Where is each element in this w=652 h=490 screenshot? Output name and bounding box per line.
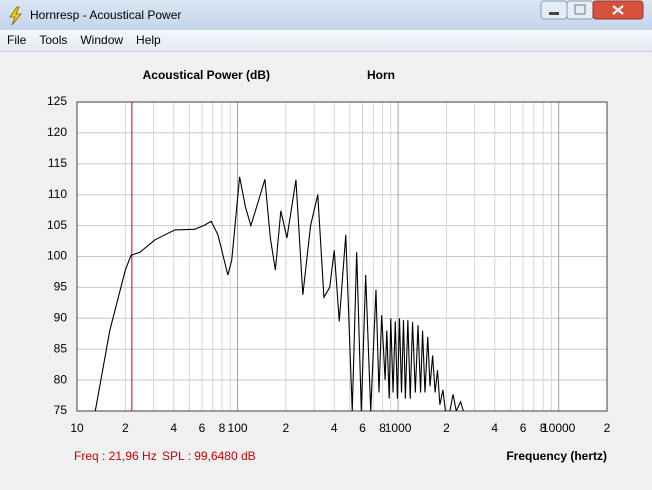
window-title: Hornresp - Acoustical Power	[30, 8, 182, 22]
x-tick-label: 2	[443, 421, 450, 435]
x-tick-label: 100	[228, 421, 248, 435]
menu-item[interactable]: Window	[80, 33, 124, 47]
x-tick-label: 8	[219, 421, 226, 435]
x-tick-label: 6	[520, 421, 527, 435]
y-tick-label: 105	[47, 218, 67, 232]
y-tick-label: 80	[54, 372, 68, 386]
maximize-button[interactable]	[566, 0, 594, 20]
x-tick-label: 10	[70, 421, 84, 435]
chart-subtitle: Horn	[367, 68, 395, 82]
x-tick-label: 2	[604, 421, 611, 435]
menu-item[interactable]: File	[7, 33, 27, 47]
menu-item[interactable]: Help	[136, 33, 161, 47]
status-freq: Freq : 21,96 Hz	[74, 449, 157, 463]
x-tick-label: 4	[491, 421, 498, 435]
y-tick-label: 90	[54, 310, 68, 324]
y-tick-label: 125	[47, 94, 67, 108]
maximize-icon	[574, 4, 586, 15]
close-icon	[612, 5, 624, 15]
data-line	[94, 176, 464, 411]
x-tick-label: 4	[331, 421, 338, 435]
x-tick-label: 1000	[385, 421, 412, 435]
minimize-button[interactable]	[540, 0, 568, 20]
y-tick-label: 120	[47, 125, 67, 139]
y-tick-label: 100	[47, 249, 67, 263]
x-tick-label: 6	[359, 421, 366, 435]
y-tick-label: 85	[54, 341, 68, 355]
window-buttons[interactable]	[540, 0, 650, 20]
y-tick-label: 115	[48, 156, 67, 170]
chart: Acoustical Power (dB) Horn Frequency (he…	[0, 52, 652, 490]
minimize-icon	[549, 12, 559, 15]
plot-border	[76, 101, 608, 412]
y-tick-label: 95	[54, 280, 68, 294]
y-tick-label: 75	[54, 403, 68, 417]
chart-title: Acoustical Power (dB)	[143, 68, 270, 82]
menu-bar: File Tools Window Help	[0, 30, 652, 52]
x-tick-label: 6	[199, 421, 206, 435]
x-tick-label: 2	[122, 421, 129, 435]
x-axis-label: Frequency (hertz)	[506, 449, 607, 463]
y-tick-label: 110	[48, 187, 67, 201]
status-spl: SPL : 99,6480 dB	[162, 449, 256, 463]
x-tick-label: 2	[283, 421, 290, 435]
title-bar: Hornresp - Acoustical Power	[0, 0, 652, 30]
x-tick-label: 4	[170, 421, 177, 435]
x-tick-label: 8	[379, 421, 386, 435]
menu-item[interactable]: Tools	[39, 33, 68, 47]
app-icon	[9, 6, 22, 26]
x-tick-label: 8	[540, 421, 547, 435]
x-tick-label: 10000	[542, 421, 576, 435]
